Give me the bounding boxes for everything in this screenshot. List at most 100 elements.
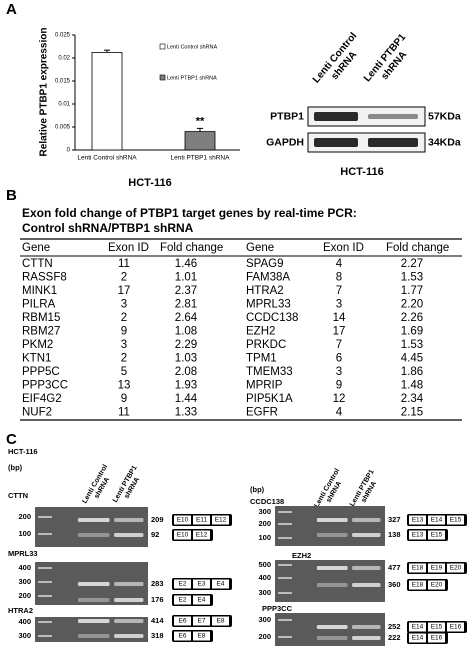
exon-box [174, 530, 191, 540]
table-cell: 4 [336, 258, 343, 270]
ladder-label: 300 [18, 577, 31, 586]
table-cell: 13 [118, 380, 131, 392]
table-cell: 1.53 [401, 272, 423, 284]
band-size-label: 327 [388, 515, 401, 524]
table-cell: PRKDC [246, 339, 286, 351]
table-cell: 2.37 [175, 285, 197, 297]
band-size-label: 252 [388, 622, 401, 631]
gel-band [316, 583, 348, 587]
exon-label: E11 [196, 517, 207, 524]
blot-band [368, 138, 418, 147]
ladder-band [38, 533, 52, 535]
band-size-label: 414 [151, 616, 164, 625]
y-axis-label: Relative PTBP1 expression [39, 28, 50, 157]
table-cell: 2 [121, 272, 127, 284]
table-cell: 2.08 [175, 366, 197, 378]
exon-label: E7 [198, 618, 206, 625]
ladder-band [38, 595, 52, 597]
ladder-label: 100 [258, 533, 271, 542]
table-cell: 2.34 [401, 393, 424, 405]
exon-box [409, 563, 426, 573]
gel-name: CTTN [8, 491, 28, 500]
table-header: Gene [22, 242, 50, 254]
exon-box [174, 579, 191, 589]
exon-label: E13 [412, 532, 424, 539]
legend-label: Lenti Control shRNA [167, 44, 217, 50]
table-cell: RBM15 [22, 312, 60, 324]
gel-bp-label: (bp) [250, 485, 265, 494]
table-cell: 1.08 [175, 326, 197, 338]
gel-band [114, 582, 144, 586]
table-cell: 6 [336, 353, 342, 365]
table-cell: 1.33 [175, 407, 197, 419]
exon-box [193, 530, 210, 540]
table-cell: 12 [333, 393, 346, 405]
table-cell: 9 [121, 326, 127, 338]
table-cell: 17 [333, 326, 346, 338]
table-cell: 2 [121, 312, 127, 324]
exon-box [212, 579, 229, 589]
exon-label: E20 [450, 565, 462, 572]
table-cell: 3 [121, 339, 127, 351]
exon-label: E2 [179, 597, 187, 604]
exon-label: E15 [431, 532, 443, 539]
ladder-band [278, 636, 292, 638]
exon-label: E15 [450, 517, 462, 524]
table-cell: PILRA [22, 299, 56, 311]
blot-protein-label: GAPDH [266, 136, 304, 148]
legend-swatch [159, 43, 166, 50]
exon-box [174, 515, 191, 525]
y-tick-label: 0.015 [55, 79, 71, 85]
band-size-label: 360 [388, 580, 401, 589]
ladder-band [278, 619, 292, 621]
table-cell: 1.46 [175, 258, 197, 270]
x-axis-label: HCT-116 [128, 177, 171, 189]
table-cell: 7 [336, 285, 342, 297]
band-size-label: 477 [388, 563, 401, 572]
gel-name: MPRL33 [8, 549, 38, 558]
ladder-label: 200 [18, 512, 31, 521]
gel [35, 507, 148, 547]
panel-letter: B [6, 187, 17, 204]
blot-band [314, 138, 358, 147]
gel-band [114, 619, 144, 623]
gel-band [77, 582, 110, 586]
blot-size-label: 57KDa [428, 110, 461, 122]
exon-label: E13 [412, 517, 424, 524]
table-title: Exon fold change of PTBP1 target genes b… [22, 206, 357, 220]
gel-band [352, 625, 381, 629]
table-cell: KTN1 [22, 353, 51, 365]
gel-band [77, 634, 110, 638]
exon-box [193, 515, 210, 525]
gel [275, 613, 385, 646]
band-size-label: 138 [388, 530, 401, 539]
exon-label: E18 [412, 565, 424, 572]
ladder-label: 400 [258, 573, 271, 582]
table-cell: NUF2 [22, 407, 52, 419]
exon-box [409, 622, 426, 632]
table-cell: 4 [336, 407, 343, 419]
gel-band [352, 583, 381, 587]
gel-bp-label: (bp) [8, 463, 23, 472]
table-cell: FAM38A [246, 272, 290, 284]
error-bar [104, 49, 110, 53]
ladder-band [278, 592, 292, 594]
exon-label: E15 [431, 624, 443, 631]
exon-box [409, 530, 426, 540]
exon-box [428, 530, 445, 540]
exon-box [447, 622, 464, 632]
exon-box [447, 563, 464, 573]
ladder-band [278, 564, 292, 566]
table-cell: 2.15 [401, 407, 423, 419]
table-cell: 9 [121, 393, 127, 405]
table-cell: RBM27 [22, 326, 60, 338]
table-cell: 2 [121, 353, 127, 365]
exon-label: E8 [217, 618, 225, 625]
table-cell: 2.26 [401, 312, 423, 324]
exon-box [174, 595, 191, 605]
legend-label: Lenti PTBP1 shRNA [167, 75, 217, 81]
exon-label: E6 [179, 633, 187, 640]
table-cell: PPP5C [22, 366, 60, 378]
ladder-label: 200 [18, 591, 31, 600]
table-cell: MINK1 [22, 285, 57, 297]
